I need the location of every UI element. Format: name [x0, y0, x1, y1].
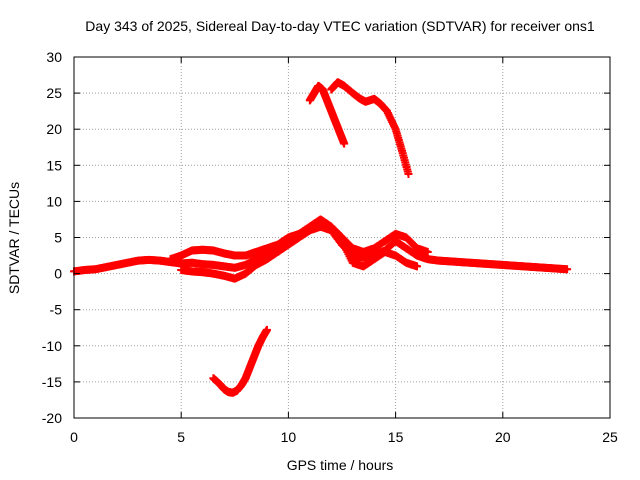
y-tick-label: -20 [42, 410, 62, 426]
plot-frame [73, 56, 611, 419]
data-point [423, 247, 432, 256]
data-point [563, 265, 572, 274]
series-high-arc-b [327, 78, 413, 178]
data-layer [70, 78, 572, 397]
y-tick-labels: -20 -15 -10 -5 0 5 10 15 20 25 30 [42, 49, 62, 426]
series-lower-band [177, 219, 422, 283]
x-tick-label: 15 [388, 429, 404, 445]
data-point [413, 262, 422, 271]
y-tick-label: 15 [46, 157, 62, 173]
x-tick-label: 10 [281, 429, 297, 445]
y-tick-label: 10 [46, 193, 62, 209]
data-point [262, 325, 271, 334]
y-tick-label: 20 [46, 121, 62, 137]
y-tick-label: -10 [42, 338, 62, 354]
y-tick-label: 25 [46, 85, 62, 101]
y-tick-label: 5 [54, 230, 62, 246]
y-tick-label: 30 [46, 49, 62, 65]
y-tick-label: -15 [42, 374, 62, 390]
x-axis-title: GPS time / hours [287, 457, 394, 473]
y-tick-label: -5 [50, 302, 63, 318]
y-axis-title: SDTVAR / TECUs [6, 182, 22, 294]
x-tick-labels: 0 5 10 15 20 25 [70, 429, 618, 445]
y-tick-label: 0 [54, 266, 62, 282]
x-tick-label: 25 [602, 429, 618, 445]
x-tick-label: 5 [177, 429, 185, 445]
series-high-arc-a [305, 81, 349, 148]
chart-title: Day 343 of 2025, Sidereal Day-to-day VTE… [85, 18, 595, 34]
x-tick-label: 0 [70, 429, 78, 445]
data-point [404, 169, 413, 178]
x-tick-label: 20 [495, 429, 511, 445]
series-negative-arc [209, 325, 271, 397]
series-main-band [70, 222, 572, 276]
data-point [340, 139, 349, 148]
